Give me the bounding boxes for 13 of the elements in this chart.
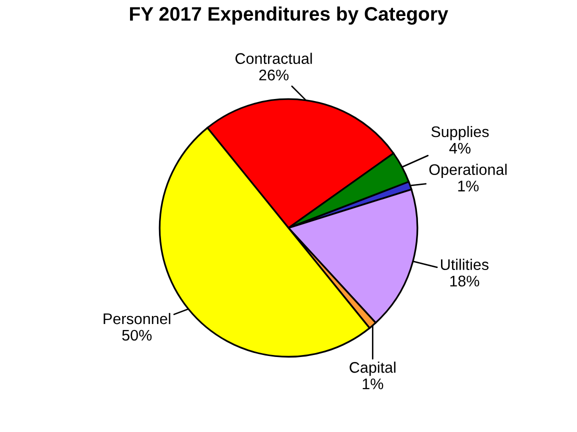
slice-label: Operational: [429, 164, 507, 178]
slice-label: Personnel: [104, 312, 170, 324]
slice-label: Contractual: [235, 52, 312, 64]
chart-title: FY 2017 Expenditures by Category: [130, 6, 448, 25]
slice-label: Supplies: [431, 126, 489, 140]
data-label: 1%: [362, 378, 384, 390]
data-label: 26%: [259, 70, 289, 80]
data-label: 50%: [122, 330, 152, 341]
slice-label: Utilities: [441, 258, 489, 270]
data-label: 18%: [450, 276, 480, 286]
data-label: 4%: [449, 142, 470, 154]
slice-label: Capital: [350, 362, 396, 376]
data-label: 1%: [458, 180, 479, 192]
